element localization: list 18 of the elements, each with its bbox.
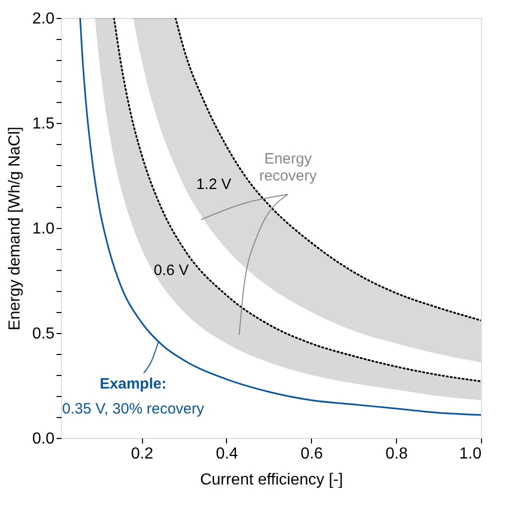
- x-tick-label: 0.8: [386, 446, 408, 462]
- x-tick-label: 0.2: [130, 446, 154, 462]
- y-tick-label: 1.5: [32, 116, 55, 132]
- y-axis-title: Energy demand [Wh/g NaCl]: [6, 126, 24, 330]
- y-tick-label: 0.5: [32, 326, 55, 342]
- line-series: [174, 18, 481, 322]
- x-axis-title: Current efficiency [-]: [200, 472, 343, 488]
- y-tick-label: 2.0: [32, 10, 55, 28]
- y-tick-label: 0.0: [32, 430, 55, 448]
- y-tick-label: 1.0: [32, 220, 55, 238]
- annotation: 0.35 V, 30% recovery: [62, 400, 205, 418]
- series-label: 0.6 V: [154, 262, 189, 279]
- series-label: 1.2 V: [196, 176, 232, 193]
- annotation: Example:: [100, 375, 166, 392]
- annotation: Energy recovery: [259, 150, 318, 185]
- x-tick-label: 0.6: [300, 446, 324, 462]
- x-tick-label: 0.4: [216, 446, 238, 462]
- x-tick-label: 1.0: [459, 446, 482, 462]
